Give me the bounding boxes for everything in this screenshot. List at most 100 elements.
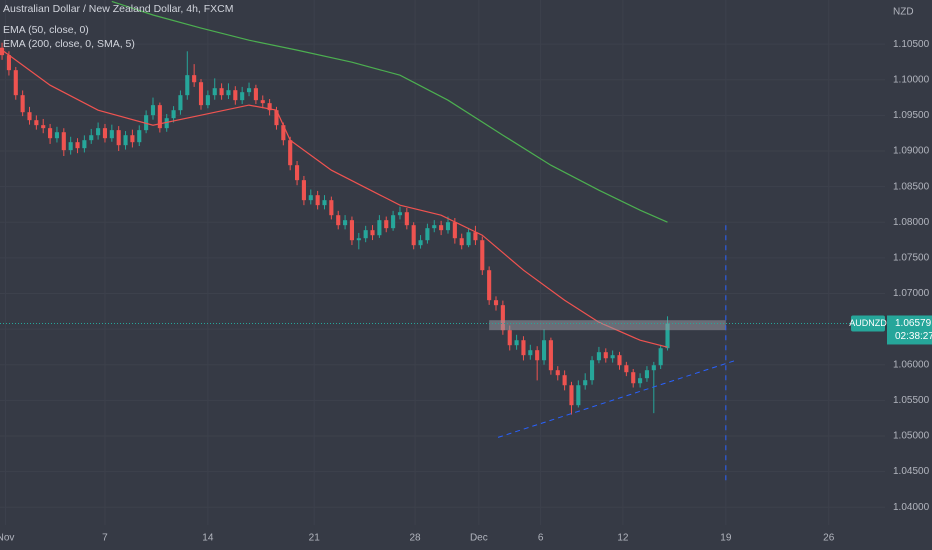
candle-body [610, 355, 615, 359]
candle-body [363, 230, 368, 239]
y-tick-label: 1.10500 [893, 39, 930, 50]
candle-body [644, 370, 649, 379]
candle-body [507, 330, 512, 346]
candle-body [150, 105, 156, 116]
candle-body [535, 350, 540, 361]
candle-body [445, 222, 451, 231]
candle-body [391, 215, 396, 229]
candle-body [89, 135, 94, 141]
candle-body [617, 355, 622, 366]
candle-body [233, 90, 238, 101]
candle-body [164, 118, 169, 129]
candle-body [205, 95, 210, 106]
candle-body [349, 220, 354, 241]
y-tick-label: 1.09000 [893, 146, 930, 157]
candle-body [171, 110, 176, 119]
currency-label: NZD [893, 7, 914, 18]
y-tick-label: 1.04000 [893, 502, 930, 513]
indicator-label: EMA (50, close, 0) [3, 24, 89, 36]
last-price-label: 1.06579 [895, 318, 932, 329]
candle-body [418, 240, 423, 246]
candle-body [452, 222, 457, 239]
x-tick-label: 21 [309, 533, 321, 544]
candle-body [411, 225, 416, 246]
countdown-label: 02:38:27 [895, 331, 932, 342]
candle-body [253, 88, 258, 101]
candle-body [212, 88, 217, 96]
candle-body [109, 130, 114, 139]
x-tick-label: 6 [538, 533, 544, 544]
y-tick-label: 1.07000 [893, 288, 930, 299]
x-tick-label: Nov [0, 533, 14, 544]
symbol-label: AUDNZD [849, 318, 887, 328]
y-tick-label: 1.08500 [893, 181, 930, 192]
candle-body [144, 115, 149, 131]
candle-body [569, 385, 574, 406]
candle-body [466, 232, 471, 246]
y-tick-label: 1.07500 [893, 253, 930, 264]
candle-body [116, 130, 121, 146]
candle-body [281, 125, 286, 141]
candle-body [473, 232, 478, 241]
candle-body [130, 135, 135, 143]
y-tick-label: 1.05000 [893, 431, 930, 442]
candle-body [459, 238, 464, 246]
candle-body [34, 120, 39, 126]
candle-body [137, 130, 142, 143]
trend-line [497, 359, 736, 438]
chart-title: Australian Dollar / New Zealand Dollar, … [3, 3, 234, 15]
candle-body [432, 225, 437, 229]
candle-body [528, 350, 533, 356]
price-badge [887, 315, 932, 345]
candle-body [102, 128, 108, 139]
candle-body [658, 348, 663, 366]
candle-body [61, 132, 66, 151]
candle-body [123, 135, 128, 146]
y-tick-label: 1.09500 [893, 110, 930, 121]
candle-body [322, 200, 327, 206]
candle-body [27, 112, 32, 121]
candle-body [20, 95, 25, 113]
candle-body [96, 128, 101, 136]
candle-body [198, 82, 204, 106]
candle-body [651, 365, 656, 371]
x-tick-label: 12 [617, 533, 629, 544]
candle-body [548, 340, 553, 371]
candle-body [500, 305, 505, 331]
candle-body [425, 228, 430, 241]
candle-body [603, 352, 608, 359]
candle-body [521, 340, 526, 356]
y-tick-label: 1.06000 [893, 359, 930, 370]
candle-body [260, 100, 265, 104]
candle-body [356, 238, 361, 241]
candle-body [624, 365, 629, 373]
candle-body [246, 88, 252, 93]
x-tick-label: Dec [470, 533, 488, 544]
candle-body [370, 230, 375, 236]
candle-body [665, 323, 670, 349]
candle-body [82, 140, 87, 149]
x-tick-label: 19 [720, 533, 732, 544]
candle-body [404, 212, 409, 226]
candle-body [219, 88, 224, 96]
candle-body [68, 142, 73, 151]
candle-body [493, 300, 499, 306]
x-tick-label: 28 [409, 533, 421, 544]
candle-body [301, 180, 306, 201]
y-tick-label: 1.04500 [893, 466, 930, 477]
candle-body [157, 105, 162, 129]
candle-body [487, 270, 492, 301]
candle-body [267, 103, 272, 111]
candle-body [590, 360, 595, 381]
candle-body [41, 125, 46, 129]
candle-body [541, 340, 547, 361]
x-tick-label: 7 [102, 533, 108, 544]
resistance-zone [489, 320, 726, 331]
candle-body [288, 140, 293, 166]
candle-body [562, 375, 567, 386]
candle-body [178, 95, 183, 111]
y-tick-label: 1.10000 [893, 74, 930, 85]
x-tick-label: 14 [202, 533, 214, 544]
candle-body [315, 195, 320, 206]
candle-body [336, 215, 341, 226]
